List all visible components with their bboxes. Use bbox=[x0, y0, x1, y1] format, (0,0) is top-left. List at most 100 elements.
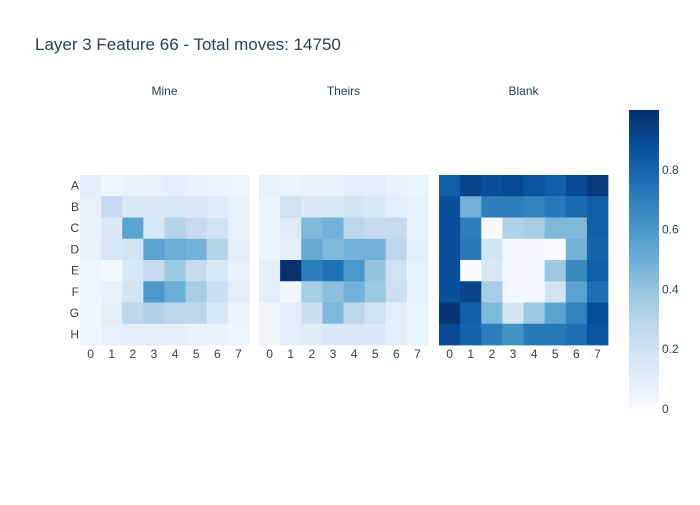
heatmap-cell bbox=[406, 175, 429, 197]
heatmap-cell bbox=[523, 302, 546, 325]
x-tick-label: 2 bbox=[308, 347, 315, 361]
heatmap-cell bbox=[280, 196, 302, 218]
heatmap-cell bbox=[280, 175, 302, 197]
heatmap-cell bbox=[586, 302, 609, 325]
heatmap-cell bbox=[460, 260, 482, 282]
heatmap-cell bbox=[460, 238, 482, 261]
heatmap-cell bbox=[502, 260, 524, 282]
x-tick-label: 7 bbox=[414, 347, 421, 361]
heatmap-cell bbox=[322, 302, 344, 325]
y-tick-label: H bbox=[70, 327, 79, 341]
colorbar-tick-label: 0.6 bbox=[662, 223, 679, 237]
y-tick-label: D bbox=[70, 242, 79, 256]
heatmap-cell bbox=[544, 196, 567, 218]
heatmap-cell bbox=[502, 217, 524, 240]
heatmap-cell bbox=[227, 217, 250, 240]
heatmap-cell bbox=[460, 281, 482, 303]
colorbar: 0 0.2 0.4 0.6 0.8 bbox=[629, 110, 679, 416]
y-tick-label: E bbox=[71, 264, 79, 278]
heatmap-cell bbox=[481, 281, 503, 303]
heatmap-cell bbox=[101, 323, 123, 346]
heatmap-cell bbox=[385, 175, 408, 197]
heatmap-cell bbox=[544, 281, 567, 303]
heatmap-cell bbox=[523, 238, 546, 261]
heatmap-cell bbox=[460, 323, 482, 346]
heatmap-cell bbox=[259, 260, 281, 282]
heatmap-cell bbox=[439, 281, 461, 303]
heatmap-cell bbox=[164, 260, 187, 282]
heatmap-cell bbox=[544, 217, 567, 240]
heatmap-cell bbox=[185, 323, 208, 346]
heatmap-cell bbox=[227, 175, 250, 197]
heatmap-cell bbox=[301, 196, 323, 218]
colorbar-tick-label: 0.8 bbox=[662, 163, 679, 177]
heatmap-cell bbox=[322, 281, 344, 303]
heatmap-cell bbox=[460, 196, 482, 218]
heatmap-cell bbox=[280, 302, 302, 325]
heatmap-cell bbox=[586, 175, 609, 197]
heatmap-cell bbox=[185, 175, 208, 197]
heatmap-cell bbox=[164, 175, 187, 197]
heatmap-cell bbox=[544, 260, 567, 282]
heatmap-cell bbox=[280, 238, 302, 261]
heatmap-cell bbox=[301, 175, 323, 197]
heatmap-cell bbox=[143, 281, 165, 303]
heatmap-cell bbox=[385, 260, 408, 282]
heatmap-cell bbox=[481, 323, 503, 346]
x-tick-label: 2 bbox=[488, 347, 495, 361]
heatmap-cell bbox=[122, 260, 144, 282]
heatmap-cell bbox=[343, 302, 366, 325]
heatmap-panel-mine: Mine 0 1 2 3 4 5 6 7 bbox=[80, 84, 250, 361]
heatmap-cell bbox=[565, 323, 588, 346]
x-tick-label: 0 bbox=[87, 347, 94, 361]
heatmap-cell bbox=[586, 217, 609, 240]
heatmap-cell bbox=[364, 238, 387, 261]
heatmap-cell bbox=[460, 302, 482, 325]
y-tick-label: B bbox=[71, 200, 79, 214]
heatmap-cell bbox=[364, 260, 387, 282]
x-tick-label: 4 bbox=[172, 347, 179, 361]
y-tick-label: F bbox=[72, 285, 79, 299]
heatmap-cell bbox=[206, 260, 229, 282]
heatmap-cell bbox=[343, 238, 366, 261]
heatmap-cell bbox=[502, 196, 524, 218]
heatmap-cell bbox=[439, 196, 461, 218]
heatmap-cell bbox=[101, 175, 123, 197]
heatmap-cell bbox=[502, 238, 524, 261]
y-tick-label: G bbox=[70, 306, 79, 320]
heatmap-cell bbox=[322, 196, 344, 218]
x-tick-label: 1 bbox=[108, 347, 115, 361]
x-tick-label: 2 bbox=[129, 347, 136, 361]
heatmap-cell bbox=[322, 323, 344, 346]
heatmap-cell bbox=[301, 281, 323, 303]
heatmap-cell bbox=[385, 302, 408, 325]
heatmap-cell bbox=[502, 175, 524, 197]
heatmap-cell bbox=[565, 175, 588, 197]
heatmap-cell bbox=[301, 217, 323, 240]
heatmap-cell bbox=[406, 238, 429, 261]
x-tick-label: 3 bbox=[510, 347, 517, 361]
heatmap-cell bbox=[364, 302, 387, 325]
heatmap-cell bbox=[406, 217, 429, 240]
colorbar-gradient bbox=[629, 110, 659, 409]
heatmap-cell bbox=[481, 175, 503, 197]
heatmap-cell bbox=[122, 281, 144, 303]
heatmap-cell bbox=[586, 238, 609, 261]
heatmap-cell bbox=[185, 196, 208, 218]
heatmap-cell bbox=[343, 175, 366, 197]
heatmap-cell bbox=[143, 323, 165, 346]
x-tick-label: 0 bbox=[266, 347, 273, 361]
heatmap-cell bbox=[143, 260, 165, 282]
heatmap-cell bbox=[122, 175, 144, 197]
heatmap-cell bbox=[143, 196, 165, 218]
heatmap-cell bbox=[80, 238, 102, 261]
heatmap-cell bbox=[259, 281, 281, 303]
heatmap-cell bbox=[280, 323, 302, 346]
heatmap-cell bbox=[206, 196, 229, 218]
heatmap-cell bbox=[122, 302, 144, 325]
heatmap-cell bbox=[406, 196, 429, 218]
heatmap-cell bbox=[259, 175, 281, 197]
heatmap-cell bbox=[343, 217, 366, 240]
